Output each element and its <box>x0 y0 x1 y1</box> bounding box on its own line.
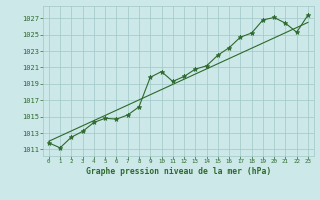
X-axis label: Graphe pression niveau de la mer (hPa): Graphe pression niveau de la mer (hPa) <box>86 167 271 176</box>
